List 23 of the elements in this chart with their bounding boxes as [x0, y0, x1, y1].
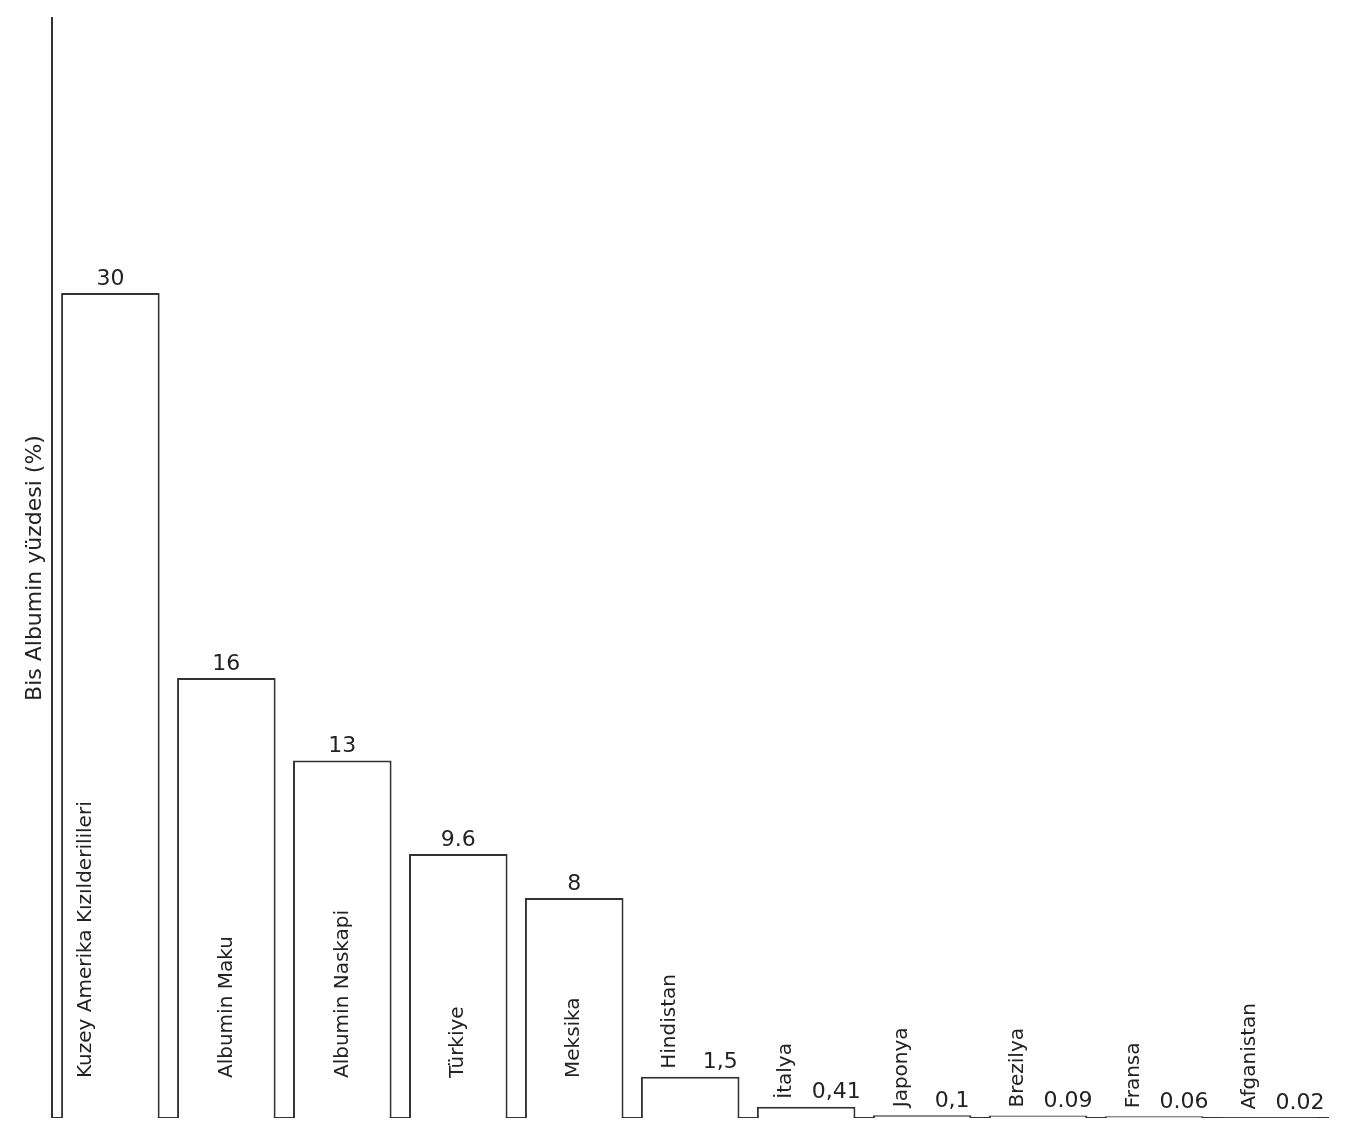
y-axis-title: Bis Albumin yüzdesi (%) — [20, 435, 46, 701]
x-tick-label: Fransa — [1120, 1042, 1145, 1109]
data-label: 0.06 — [1159, 1088, 1209, 1114]
data-label: 16 — [212, 649, 241, 675]
x-tick-label: Hindistan — [656, 974, 681, 1069]
data-label: 30 — [96, 264, 125, 290]
data-label: 0,1 — [934, 1086, 970, 1112]
x-tick-label: Albumin Maku — [212, 936, 237, 1078]
data-label: 0.09 — [1043, 1087, 1093, 1113]
x-tick-label: İtalya — [772, 1043, 797, 1099]
x-tick-label: Albumin Naskapi — [328, 909, 353, 1078]
x-tick-label: Meksika — [560, 997, 585, 1078]
x-tick-label: Japonya — [888, 1027, 913, 1110]
data-label: 9.6 — [440, 825, 476, 851]
data-label: 1,5 — [702, 1048, 738, 1074]
data-label: 0.02 — [1275, 1089, 1325, 1115]
x-tick-label: Brezilya — [1004, 1028, 1029, 1108]
x-tick-label: Afganistan — [1236, 1003, 1261, 1110]
data-label: 13 — [328, 732, 357, 758]
x-tick-label: Kuzey Amerika Kızılderilileri — [71, 801, 96, 1078]
data-label: 0,41 — [811, 1078, 861, 1104]
data-label: 8 — [567, 869, 582, 895]
x-tick-label: Türkiye — [444, 1006, 469, 1079]
